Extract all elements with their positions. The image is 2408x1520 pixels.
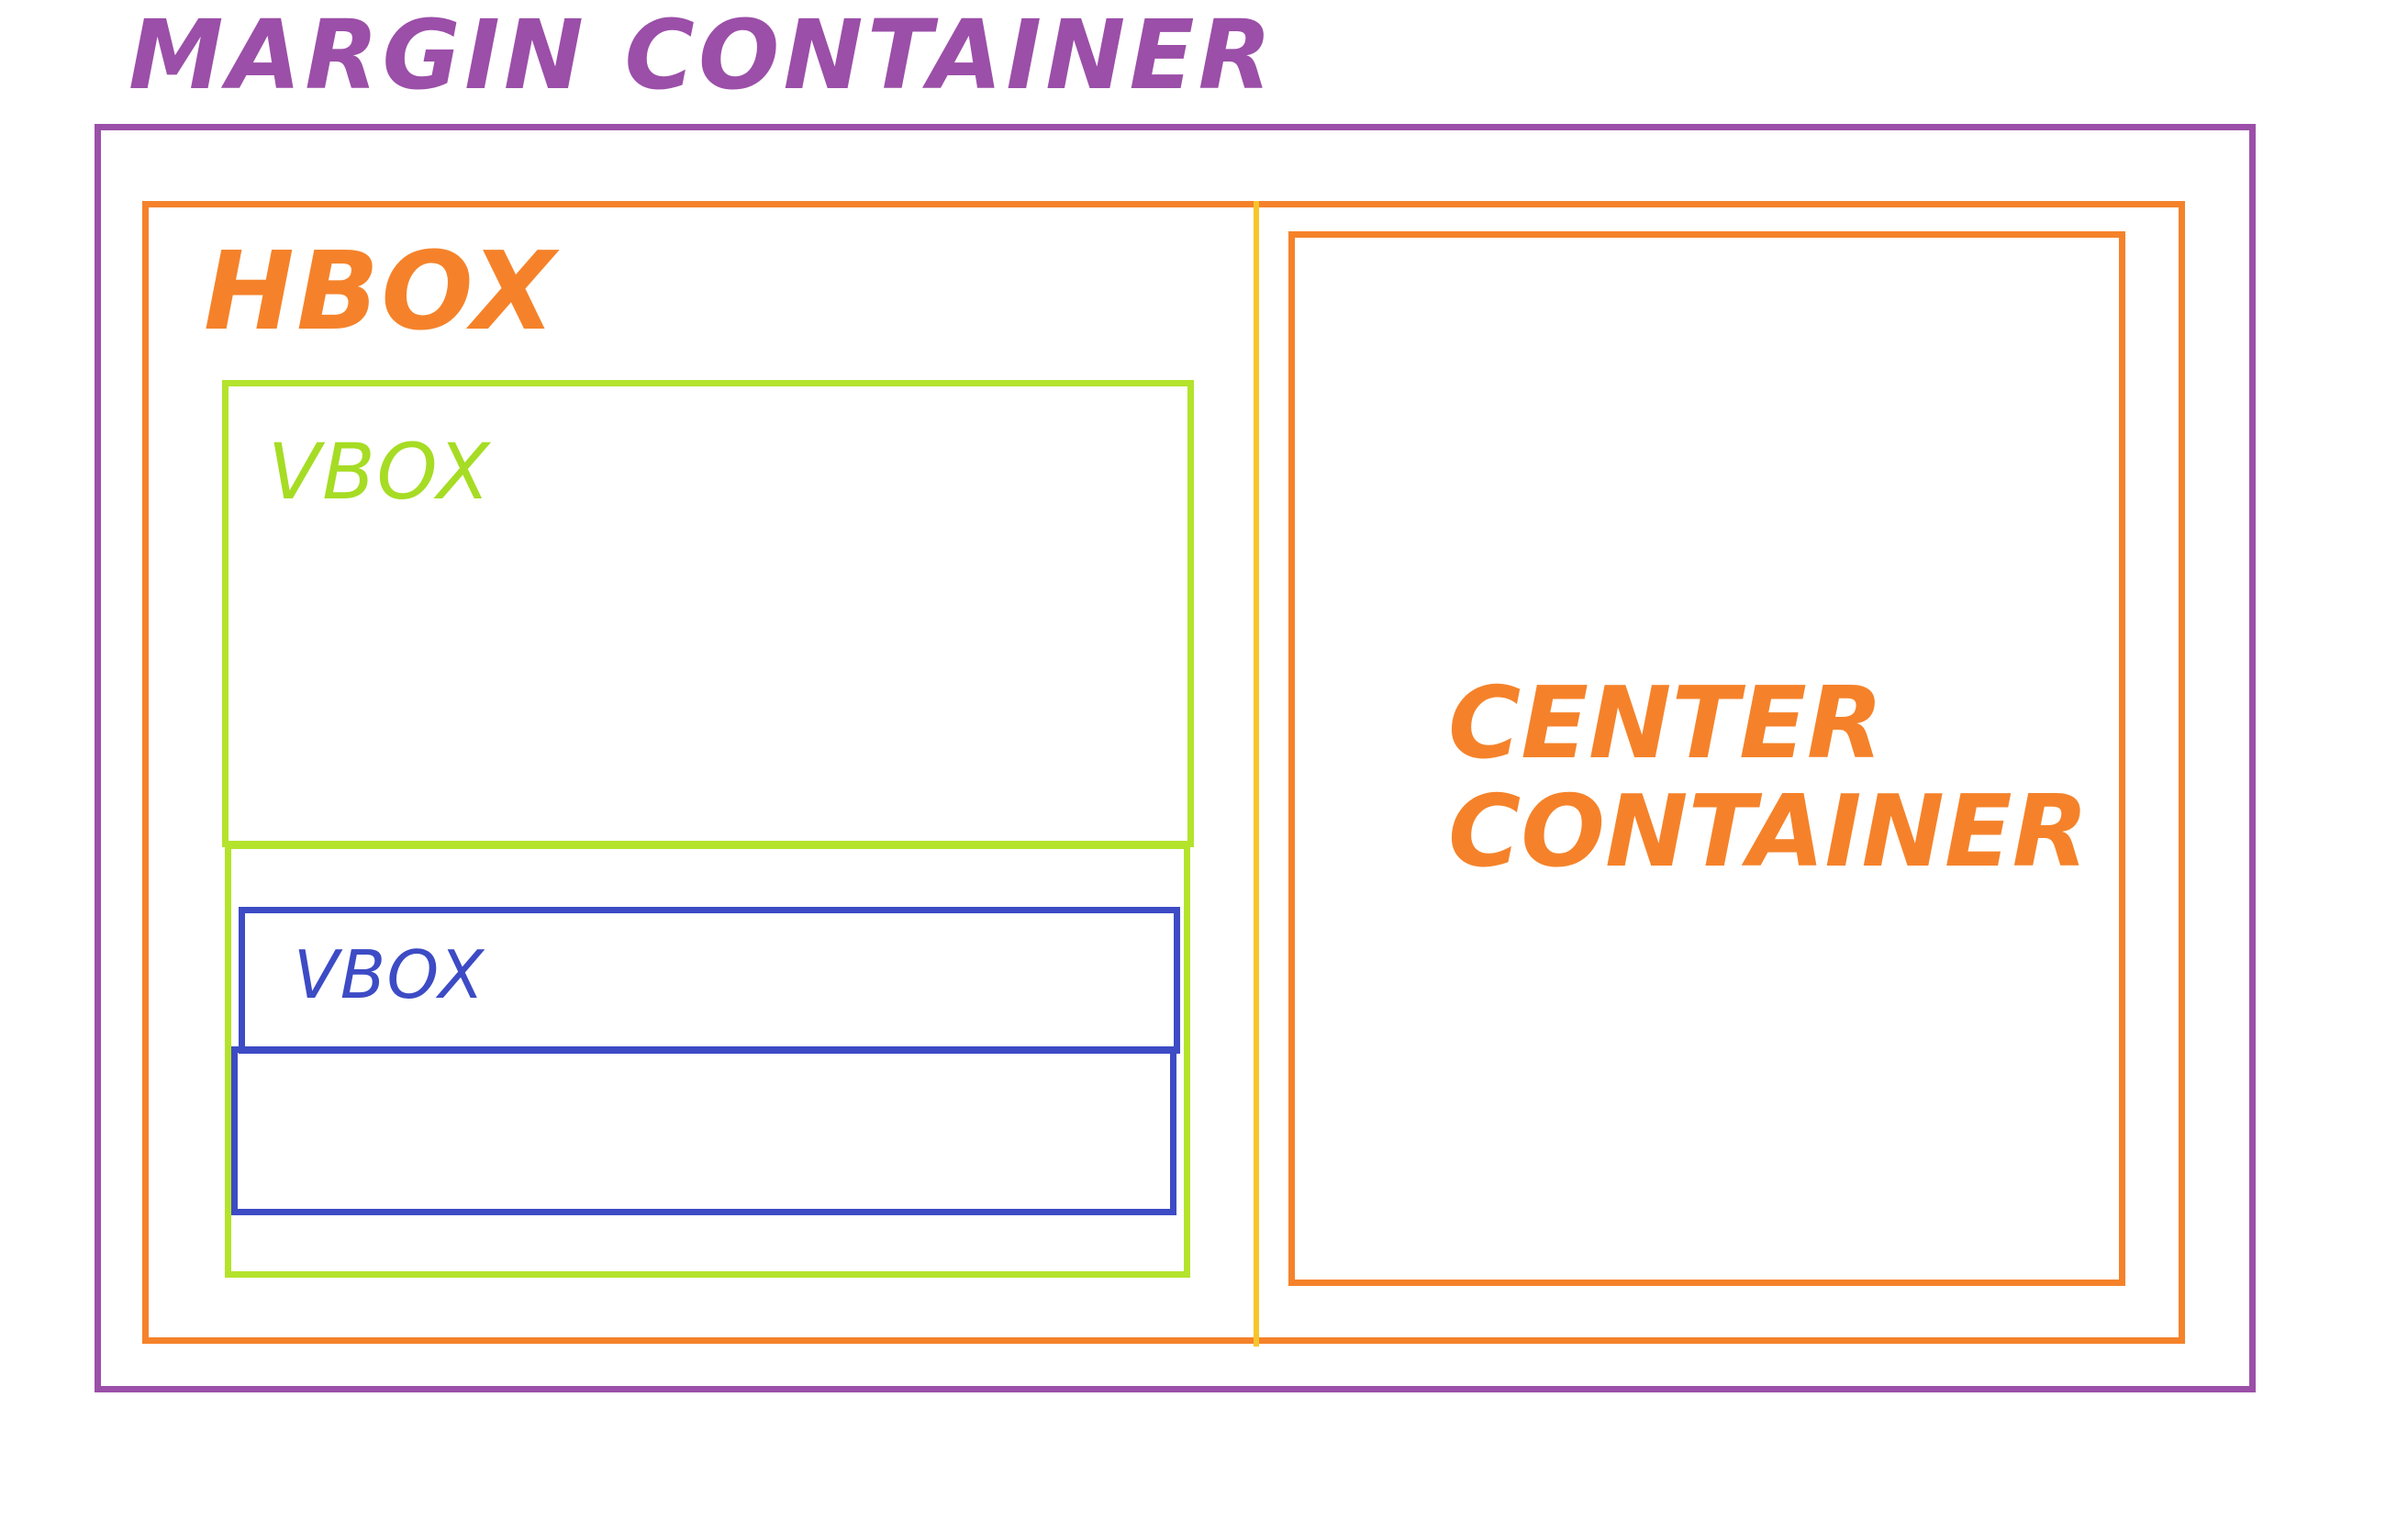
vbox-title: VBOX xyxy=(268,427,492,517)
center-container-box xyxy=(1288,231,2125,1286)
inner-vbox-box-bottom xyxy=(231,1046,1176,1215)
hbox-divider xyxy=(1254,201,1259,1347)
inner-vbox-title: VBOX xyxy=(294,936,485,1013)
vbox-box-bottom xyxy=(225,843,1190,1278)
margin-container-title: MARGIN CONTAINER xyxy=(128,0,1276,111)
center-container-label-line1: CENTER xyxy=(1448,666,1884,781)
center-container-label: CENTER CONTAINER xyxy=(1448,670,2089,887)
hbox-title: HBOX xyxy=(204,228,558,354)
margin-container-box xyxy=(95,124,2256,1392)
center-container-label-line2: CONTAINER xyxy=(1448,775,2089,889)
hbox-box xyxy=(142,201,2185,1344)
